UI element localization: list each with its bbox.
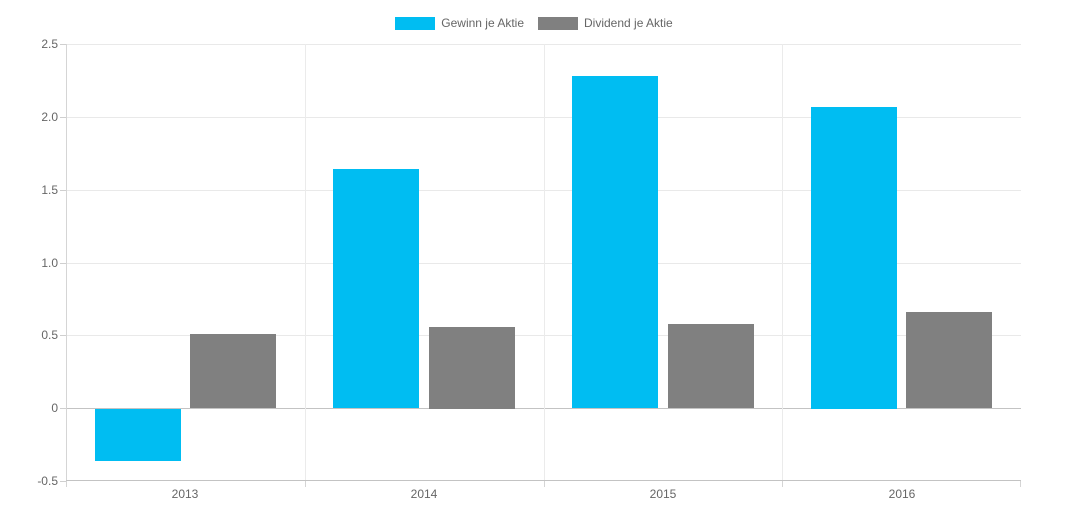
- v-gridline: [782, 44, 783, 481]
- y-axis-tick: [60, 263, 66, 264]
- h-gridline: [66, 263, 1021, 264]
- plot-area: 2.5 2.0 1.5 1.0 0.5 0 -0.5 2013 2014 2015 2016: [37, 37, 1021, 501]
- x-axis-label-2016: 2016: [888, 487, 916, 501]
- v-gridline: [544, 44, 545, 481]
- legend-item-gewinn-je-aktie[interactable]: Gewinn je Aktie: [395, 17, 524, 30]
- x-axis-tick: [305, 481, 306, 487]
- legend-swatch-dividend-icon: [538, 17, 578, 30]
- legend-item-dividend-je-aktie[interactable]: Dividend je Aktie: [538, 17, 673, 30]
- bar-gewinn-je-aktie-2015[interactable]: [572, 76, 658, 408]
- bar-gewinn-je-aktie-2013[interactable]: [95, 409, 181, 461]
- y-axis-tick: [60, 117, 66, 118]
- x-axis-tick: [1020, 481, 1021, 487]
- y-axis-tick: [60, 335, 66, 336]
- bar-dividend-je-aktie-2014[interactable]: [429, 327, 515, 409]
- y-axis-tick: [60, 481, 66, 482]
- x-axis-tick: [782, 481, 783, 487]
- legend-swatch-gewinn-icon: [395, 17, 436, 30]
- y-axis-label: 0: [51, 401, 58, 415]
- y-axis-tick: [60, 408, 66, 409]
- bar-gewinn-je-aktie-2014[interactable]: [333, 169, 419, 408]
- y-axis-tick: [60, 44, 66, 45]
- x-axis-line: [66, 480, 1021, 481]
- bar-gewinn-je-aktie-2016[interactable]: [811, 107, 897, 409]
- y-axis-line: [66, 44, 67, 481]
- y-axis-tick: [60, 190, 66, 191]
- y-axis-label: 1.0: [41, 256, 58, 270]
- x-axis-label-2013: 2013: [171, 487, 199, 501]
- y-axis-label: 0.5: [41, 328, 58, 342]
- chart-legend: Gewinn je Aktie Dividend je Aktie: [0, 17, 1068, 30]
- x-axis-label-2014: 2014: [410, 487, 438, 501]
- h-gridline: [66, 44, 1021, 45]
- h-gridline: [66, 335, 1021, 336]
- x-axis-tick: [544, 481, 545, 487]
- h-gridline: [66, 190, 1021, 191]
- bar-dividend-je-aktie-2016[interactable]: [906, 312, 992, 408]
- x-axis-label-2015: 2015: [649, 487, 677, 501]
- y-axis-label: -0.5: [37, 474, 58, 488]
- zero-gridline: [66, 408, 1021, 409]
- v-gridline: [305, 44, 306, 481]
- bar-dividend-je-aktie-2013[interactable]: [190, 334, 276, 408]
- bar-dividend-je-aktie-2015[interactable]: [668, 324, 754, 408]
- y-axis-label: 2.5: [41, 37, 58, 51]
- y-axis-label: 2.0: [41, 110, 58, 124]
- x-axis-tick: [66, 481, 67, 487]
- legend-label-gewinn: Gewinn je Aktie: [441, 16, 524, 30]
- y-axis-label: 1.5: [41, 183, 58, 197]
- legend-label-dividend: Dividend je Aktie: [584, 16, 673, 30]
- h-gridline: [66, 117, 1021, 118]
